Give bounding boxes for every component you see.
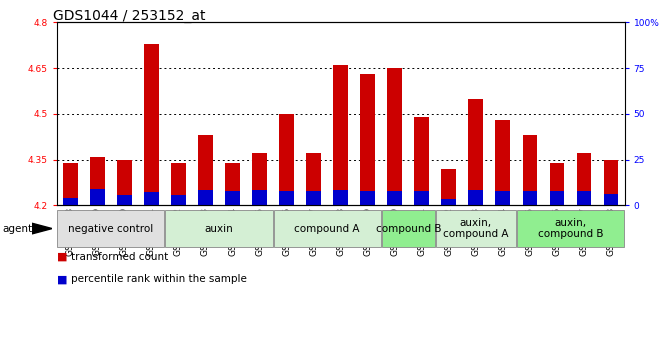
Bar [144,191,159,205]
Bar [387,68,402,205]
Bar [171,195,186,205]
Text: compound B: compound B [375,224,441,234]
Bar [225,191,240,205]
Bar [576,154,591,205]
Bar [382,210,435,247]
Bar [436,210,516,247]
Bar [306,191,321,205]
Bar [252,190,267,205]
Bar [117,159,132,205]
Bar [442,199,456,205]
Bar [198,190,213,205]
Text: percentile rank within the sample: percentile rank within the sample [71,274,247,284]
Bar [63,162,77,205]
Bar [387,191,402,205]
Polygon shape [32,223,52,234]
Bar [550,162,564,205]
Text: auxin,
compound A: auxin, compound A [443,218,508,239]
Bar [90,188,105,205]
Bar [306,154,321,205]
Text: GDS1044 / 253152_at: GDS1044 / 253152_at [53,9,206,23]
Bar [522,191,537,205]
Bar [90,157,105,205]
Bar [550,191,564,205]
Bar [604,159,619,205]
Bar [252,154,267,205]
Bar [360,74,375,205]
Bar [63,198,77,205]
Bar [333,190,348,205]
Bar [57,210,164,247]
Bar [576,191,591,205]
Bar [414,191,430,205]
Bar [144,44,159,205]
Bar [468,99,484,205]
Bar [517,210,624,247]
Bar [414,117,430,205]
Text: transformed count: transformed count [71,252,169,262]
Text: auxin: auxin [204,224,233,234]
Bar [279,191,294,205]
Bar [496,191,510,205]
Bar [360,191,375,205]
Bar [117,195,132,205]
Text: negative control: negative control [68,224,154,234]
Bar [496,120,510,205]
Bar [225,162,240,205]
Text: compound A: compound A [295,224,360,234]
Text: auxin,
compound B: auxin, compound B [538,218,603,239]
Bar [171,162,186,205]
Text: ■: ■ [57,274,67,284]
Bar [442,169,456,205]
Bar [468,190,484,205]
Text: ■: ■ [57,252,67,262]
Bar [166,210,273,247]
Bar [522,135,537,205]
Bar [198,135,213,205]
Bar [274,210,381,247]
Bar [604,194,619,205]
Bar [279,114,294,205]
Bar [333,65,348,205]
Text: agent: agent [2,224,32,234]
